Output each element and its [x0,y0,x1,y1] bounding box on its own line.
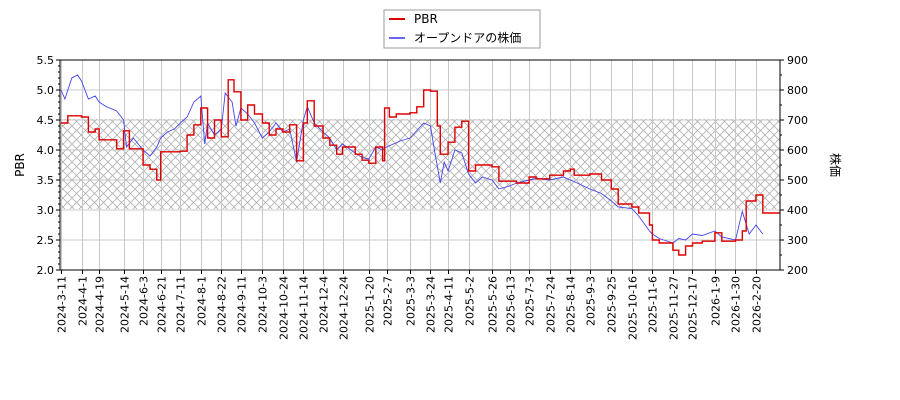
legend-label-price: オープンドアの株価 [414,30,521,45]
x-tick-label: 2024-9-11 [236,276,249,333]
y-axis-right-title: 株価 [828,153,843,177]
x-tick-label: 2024-11-14 [298,276,311,340]
y-right-tick-label: 200 [787,264,808,277]
y-left-tick-label: 5.5 [37,54,55,67]
x-axis: 2024-3-11 2024-4-1 2024-4-19 2024-5-14 2024-… [56,270,764,340]
x-tick-label: 2025-11-6 [647,276,660,333]
x-tick-label: 2025-11-27 [668,276,681,340]
y-right-tick-label: 600 [787,144,808,157]
x-tick-label: 2025-1-20 [364,276,377,333]
x-tick-label: 2024-10-3 [257,276,270,333]
y-left-tick-label: 2.0 [37,264,55,277]
x-tick-label: 2024-6-3 [138,276,151,326]
x-tick-label: 2025-2-7 [382,276,395,326]
x-tick-label: 2025-6-13 [505,276,518,333]
y-right-tick-label: 400 [787,204,808,217]
y-right-tick-label: 700 [787,114,808,127]
x-tick-label: 2025-3-3 [405,276,418,326]
x-tick-label: 2025-7-3 [524,276,537,326]
y-right-tick-label: 900 [787,54,808,67]
y-axis-left: 2.0 2.5 3.0 3.5 4.0 4.5 5.0 5.5 [37,54,60,277]
x-tick-label: 2025-10-16 [627,276,640,340]
x-tick-label: 2024-6-21 [156,276,169,333]
x-tick-label: 2025-8-14 [565,276,578,333]
x-tick-label: 2024-8-22 [216,276,229,333]
series-group [60,74,780,256]
y-right-tick-label: 800 [787,84,808,97]
y-axis-right: 200 300 400 500 600 700 800 900 [780,54,808,277]
pbr-line [61,79,780,256]
x-tick-label: 2026-1-9 [710,276,723,326]
y-right-tick-label: 300 [787,234,808,247]
x-tick-label: 2024-12-4 [318,276,331,333]
x-tick-label: 2025-5-26 [487,276,500,333]
y-left-tick-label: 3.5 [37,174,55,187]
stock-price-line [60,74,764,244]
shaded-band [60,119,780,209]
x-tick-label: 2025-7-24 [545,276,558,333]
x-tick-label: 2025-3-24 [425,276,438,333]
x-tick-label: 2024-10-24 [278,276,291,340]
y-right-tick-label: 500 [787,174,808,187]
x-tick-label: 2024-3-11 [56,276,69,333]
x-tick-label: 2026-1-30 [730,276,743,333]
x-tick-label: 2025-12-17 [687,276,700,340]
legend: PBR オープンドアの株価 [383,9,541,49]
y-left-tick-label: 2.5 [37,234,55,247]
x-tick-label: 2025-4-11 [443,276,456,333]
x-tick-label: 2024-5-14 [119,276,132,333]
x-tick-label: 2025-9-25 [606,276,619,333]
x-tick-label: 2024-4-1 [77,276,90,326]
y-left-tick-label: 5.0 [37,84,55,97]
y-left-tick-label: 3.0 [37,204,55,217]
x-tick-label: 2024-8-1 [196,276,209,326]
legend-box [383,9,541,49]
x-tick-label: 2025-9-3 [585,276,598,326]
y-left-tick-label: 4.5 [37,114,55,127]
x-tick-label: 2024-7-11 [175,276,188,333]
legend-label-pbr: PBR [414,12,438,26]
y-axis-left-title: PBR [13,153,27,177]
x-tick-label: 2026-2-20 [751,276,764,333]
x-tick-label: 2024-4-19 [94,276,107,333]
x-tick-label: 2025-5-2 [464,276,477,326]
x-tick-label: 2024-12-24 [338,276,351,340]
y-left-tick-label: 4.0 [37,144,55,157]
